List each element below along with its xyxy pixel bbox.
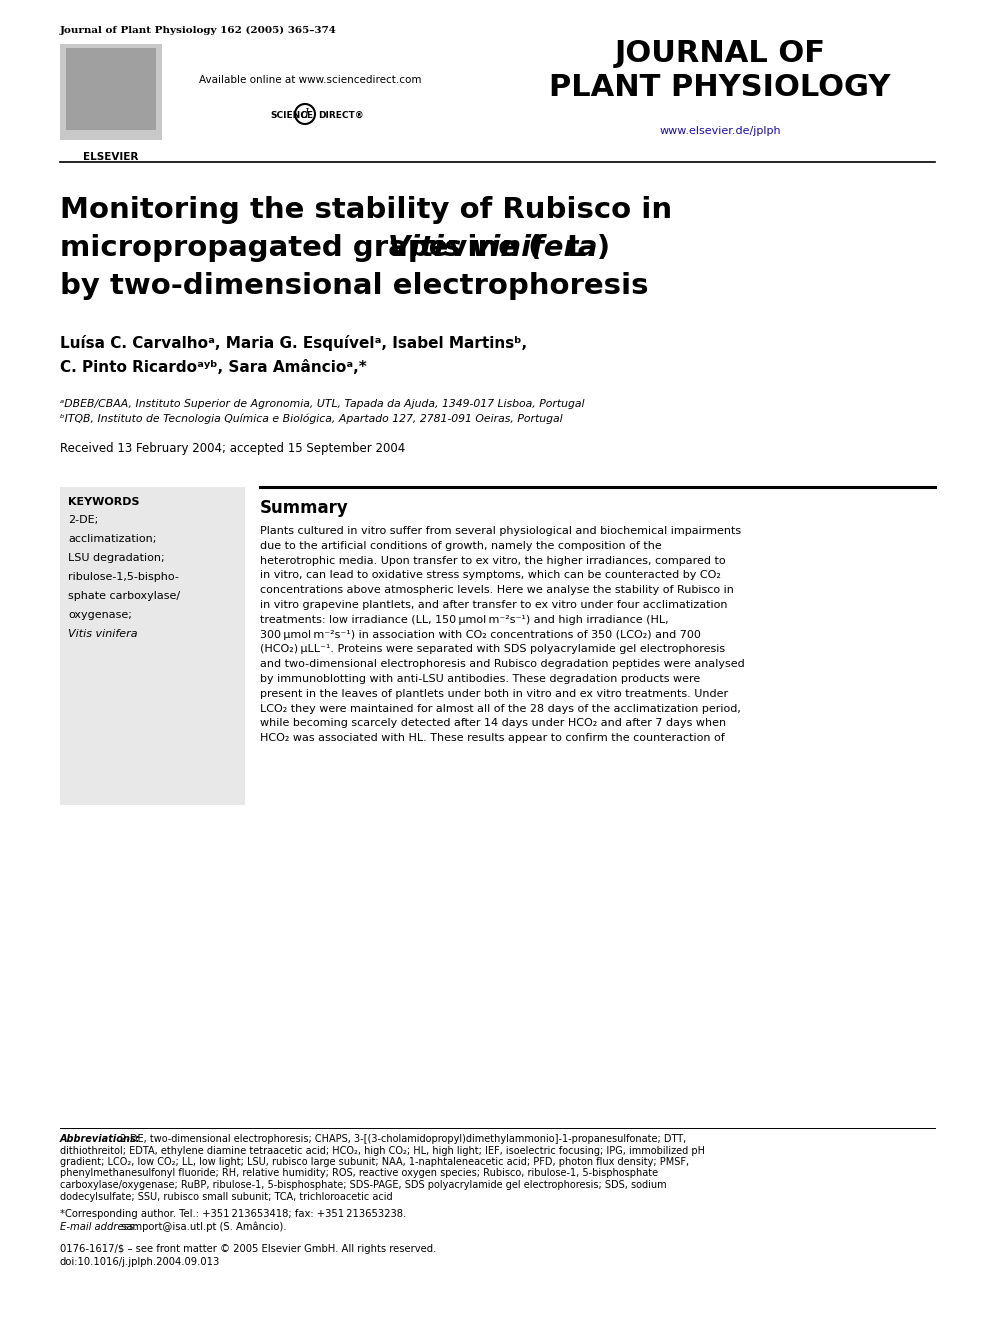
Text: present in the leaves of plantlets under both in vitro and ex vitro treatments. : present in the leaves of plantlets under… — [260, 689, 728, 699]
Text: Received 13 February 2004; accepted 15 September 2004: Received 13 February 2004; accepted 15 S… — [60, 442, 406, 455]
Text: www.elsevier.de/jplph: www.elsevier.de/jplph — [660, 126, 781, 136]
Text: treatments: low irradiance (LL, 150 μmol m⁻²s⁻¹) and high irradiance (HL,: treatments: low irradiance (LL, 150 μmol… — [260, 615, 669, 624]
FancyBboxPatch shape — [66, 48, 156, 130]
Text: DIRECT®: DIRECT® — [318, 111, 364, 120]
Text: ELSEVIER: ELSEVIER — [83, 152, 139, 161]
Text: due to the artificial conditions of growth, namely the composition of the: due to the artificial conditions of grow… — [260, 541, 662, 550]
Text: oxygenase;: oxygenase; — [68, 610, 132, 620]
Text: d: d — [301, 107, 309, 120]
Text: HCO₂ was associated with HL. These results appear to confirm the counteraction o: HCO₂ was associated with HL. These resul… — [260, 733, 725, 744]
Text: heterotrophic media. Upon transfer to ex vitro, the higher irradiances, compared: heterotrophic media. Upon transfer to ex… — [260, 556, 725, 566]
Text: micropropagated grapevine (: micropropagated grapevine ( — [60, 234, 542, 262]
Text: by two-dimensional electrophoresis: by two-dimensional electrophoresis — [60, 273, 649, 300]
FancyBboxPatch shape — [60, 44, 162, 140]
Text: JOURNAL OF: JOURNAL OF — [614, 38, 825, 67]
Text: Vitis vinifera: Vitis vinifera — [68, 628, 138, 639]
Text: sphate carboxylase/: sphate carboxylase/ — [68, 591, 181, 601]
Text: doi:10.1016/j.jplph.2004.09.013: doi:10.1016/j.jplph.2004.09.013 — [60, 1257, 220, 1267]
Text: C. Pinto Ricardoᵃʸᵇ, Sara Amâncioᵃ,*: C. Pinto Ricardoᵃʸᵇ, Sara Amâncioᵃ,* — [60, 360, 367, 374]
Text: Vitis vinifera: Vitis vinifera — [388, 234, 597, 262]
Text: PLANT PHYSIOLOGY: PLANT PHYSIOLOGY — [550, 73, 891, 102]
Text: dodecylsulfate; SSU, rubisco small subunit; TCA, trichloroacetic acid: dodecylsulfate; SSU, rubisco small subun… — [60, 1192, 393, 1201]
Text: ᵃDBEB/CBAA, Instituto Superior de Agronomia, UTL, Tapada da Ajuda, 1349-017 Lisb: ᵃDBEB/CBAA, Instituto Superior de Agrono… — [60, 400, 584, 409]
Text: in vitro, can lead to oxidative stress symptoms, which can be counteracted by CO: in vitro, can lead to oxidative stress s… — [260, 570, 721, 581]
Text: acclimatization;: acclimatization; — [68, 534, 157, 544]
Text: Monitoring the stability of Rubisco in: Monitoring the stability of Rubisco in — [60, 196, 673, 224]
Text: while becoming scarcely detected after 14 days under HCO₂ and after 7 days when: while becoming scarcely detected after 1… — [260, 718, 726, 729]
Text: samport@isa.utl.pt (S. Amâncio).: samport@isa.utl.pt (S. Amâncio). — [118, 1221, 287, 1232]
Text: Luísa C. Carvalhoᵃ, Maria G. Esquívelᵃ, Isabel Martinsᵇ,: Luísa C. Carvalhoᵃ, Maria G. Esquívelᵃ, … — [60, 335, 527, 351]
Text: 300 μmol m⁻²s⁻¹) in association with CO₂ concentrations of 350 (LCO₂) and 700: 300 μmol m⁻²s⁻¹) in association with CO₂… — [260, 630, 701, 639]
Text: 2-DE;: 2-DE; — [68, 515, 98, 525]
Text: dithiothreitol; EDTA, ethylene diamine tetraacetic acid; HCO₂, high CO₂; HL, hig: dithiothreitol; EDTA, ethylene diamine t… — [60, 1146, 705, 1155]
Text: Plants cultured in vitro suffer from several physiological and biochemical impai: Plants cultured in vitro suffer from sev… — [260, 527, 741, 536]
Text: Abbreviations:: Abbreviations: — [60, 1134, 141, 1144]
Text: in vitro grapevine plantlets, and after transfer to ex vitro under four acclimat: in vitro grapevine plantlets, and after … — [260, 601, 727, 610]
Text: 0176-1617/$ – see front matter © 2005 Elsevier GmbH. All rights reserved.: 0176-1617/$ – see front matter © 2005 El… — [60, 1244, 436, 1254]
Text: KEYWORDS: KEYWORDS — [68, 497, 140, 507]
Text: gradient; LCO₂, low CO₂; LL, low light; LSU, rubisco large subunit; NAA, 1-napht: gradient; LCO₂, low CO₂; LL, low light; … — [60, 1158, 689, 1167]
Text: 2-DE, two-dimensional electrophoresis; CHAPS, 3-[(3-cholamidopropyl)dimethylammo: 2-DE, two-dimensional electrophoresis; C… — [117, 1134, 686, 1144]
Text: LCO₂ they were maintained for almost all of the 28 days of the acclimatization p: LCO₂ they were maintained for almost all… — [260, 704, 741, 713]
Text: L.): L.) — [557, 234, 610, 262]
Text: *Corresponding author. Tel.: +351 213653418; fax: +351 213653238.: *Corresponding author. Tel.: +351 213653… — [60, 1209, 407, 1218]
Text: and two-dimensional electrophoresis and Rubisco degradation peptides were analys: and two-dimensional electrophoresis and … — [260, 659, 745, 669]
Text: E-mail address:: E-mail address: — [60, 1222, 138, 1232]
Text: LSU degradation;: LSU degradation; — [68, 553, 165, 564]
Text: Summary: Summary — [260, 499, 349, 517]
Text: SCIENCE: SCIENCE — [270, 111, 313, 120]
Text: concentrations above atmospheric levels. Here we analyse the stability of Rubisc: concentrations above atmospheric levels.… — [260, 585, 734, 595]
Text: (HCO₂) μLL⁻¹. Proteins were separated with SDS polyacrylamide gel electrophoresi: (HCO₂) μLL⁻¹. Proteins were separated wi… — [260, 644, 725, 655]
Text: by immunoblotting with anti-LSU antibodies. These degradation products were: by immunoblotting with anti-LSU antibodi… — [260, 673, 700, 684]
Text: Journal of Plant Physiology 162 (2005) 365–374: Journal of Plant Physiology 162 (2005) 3… — [60, 26, 337, 34]
Text: phenylmethanesulfonyl fluoride; RH, relative humidity; ROS, reactive oxygen spec: phenylmethanesulfonyl fluoride; RH, rela… — [60, 1168, 658, 1179]
FancyBboxPatch shape — [60, 487, 245, 804]
Text: ᵇITQB, Instituto de Tecnologia Química e Biológica, Apartado 127, 2781-091 Oeira: ᵇITQB, Instituto de Tecnologia Química e… — [60, 414, 562, 423]
Text: Available online at www.sciencedirect.com: Available online at www.sciencedirect.co… — [198, 75, 422, 85]
Text: ribulose-1,5-bispho-: ribulose-1,5-bispho- — [68, 572, 179, 582]
Text: carboxylase/oxygenase; RuBP, ribulose-1, 5-bisphosphate; SDS-PAGE, SDS polyacryl: carboxylase/oxygenase; RuBP, ribulose-1,… — [60, 1180, 667, 1189]
